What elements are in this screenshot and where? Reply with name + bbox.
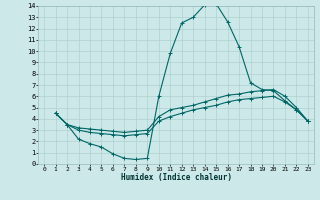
X-axis label: Humidex (Indice chaleur): Humidex (Indice chaleur) xyxy=(121,173,231,182)
